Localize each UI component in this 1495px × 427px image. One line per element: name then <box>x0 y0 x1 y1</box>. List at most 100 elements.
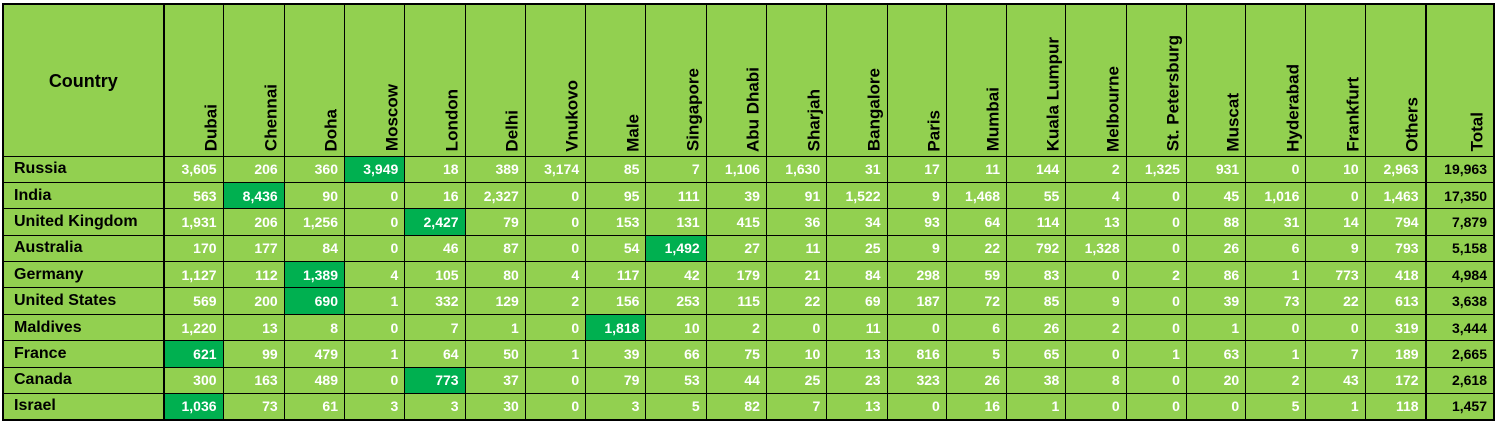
value-cell: 69 <box>826 287 888 315</box>
value-cell: 38 <box>1006 366 1067 395</box>
value-cell: 115 <box>705 287 767 315</box>
country-header-label: Country <box>48 71 118 91</box>
value-cell: 53 <box>645 366 707 395</box>
highlighted-value-cell: 773 <box>404 366 466 395</box>
value-cell: 0 <box>1305 313 1366 342</box>
total-value-cell: 2,665 <box>1424 340 1495 368</box>
value-cell: 613 <box>1364 287 1427 315</box>
table-row: Russia 3,605 206 360 3,949 18 389 3,174 85 7 1,106… <box>2 155 1495 183</box>
value-cell: 3 <box>343 393 406 421</box>
total-value-cell: 3,638 <box>1424 287 1495 315</box>
value-cell: 1,106 <box>705 155 767 183</box>
value-cell: 1,522 <box>826 181 888 210</box>
total-column-header: Total <box>1424 3 1495 157</box>
value-cell: 0 <box>1125 181 1187 210</box>
value-cell: 794 <box>1364 208 1427 236</box>
value-cell: 569 <box>163 287 224 315</box>
value-cell: 2 <box>1065 313 1127 342</box>
value-cell: 1 <box>1125 340 1187 368</box>
value-cell: 2 <box>524 287 587 315</box>
value-cell: 1 <box>524 340 587 368</box>
value-cell: 18 <box>404 155 466 183</box>
total-value-cell: 17,350 <box>1424 181 1495 210</box>
value-cell: 4 <box>524 261 587 289</box>
destination-table: Country Dubai Chennai Doha Moscow London Delh… <box>2 3 1495 421</box>
value-cell: 0 <box>765 313 828 342</box>
value-cell: 11 <box>826 313 888 342</box>
value-cell: 2,327 <box>464 181 526 210</box>
value-cell: 99 <box>222 340 285 368</box>
value-cell: 37 <box>464 366 526 395</box>
value-cell: 22 <box>945 234 1008 263</box>
highlighted-value-cell: 690 <box>283 287 346 315</box>
total-header-label: Total <box>1467 112 1487 152</box>
highlighted-value-cell: 1,036 <box>163 393 224 421</box>
column-header-label: Mumbai <box>983 87 1003 152</box>
row-label-russia: Russia <box>2 155 165 183</box>
value-cell: 42 <box>645 261 707 289</box>
value-cell: 793 <box>1364 234 1427 263</box>
column-header-label: Hyderabad <box>1283 63 1303 152</box>
column-header-label: Vnukovo <box>562 79 582 152</box>
value-cell: 2 <box>1245 366 1307 395</box>
value-cell: 4 <box>1065 181 1127 210</box>
value-cell: 112 <box>222 261 285 289</box>
value-cell: 0 <box>343 366 406 395</box>
value-cell: 9 <box>886 234 947 263</box>
total-value-cell: 1,457 <box>1424 393 1495 421</box>
value-cell: 0 <box>1065 393 1127 421</box>
value-cell: 418 <box>1364 261 1427 289</box>
value-cell: 63 <box>1185 340 1247 368</box>
value-cell: 200 <box>222 287 285 315</box>
value-cell: 1 <box>1245 261 1307 289</box>
value-cell: 5 <box>1245 393 1307 421</box>
column-header-singapore: Singapore <box>645 3 707 157</box>
column-header-delhi: Delhi <box>464 3 526 157</box>
value-cell: 93 <box>886 208 947 236</box>
total-value-cell: 7,879 <box>1424 208 1495 236</box>
column-header-label: Abu Dhabi <box>743 66 763 152</box>
row-label-india: India <box>2 181 165 210</box>
value-cell: 1,256 <box>283 208 346 236</box>
total-value-cell: 4,984 <box>1424 261 1495 289</box>
value-cell: 8 <box>1065 366 1127 395</box>
table-row: Australia 170 177 84 0 46 87 0 54 1,492 27 11 25 9 22 7… <box>2 234 1495 263</box>
table-row: Germany 1,127 112 1,389 4 105 80 4 117 42 179 21 84 2… <box>2 261 1495 289</box>
value-cell: 0 <box>524 393 587 421</box>
value-cell: 298 <box>886 261 947 289</box>
column-header-hyderabad: Hyderabad <box>1245 3 1307 157</box>
value-cell: 16 <box>404 181 466 210</box>
value-cell: 25 <box>765 366 828 395</box>
highlighted-value-cell: 1,818 <box>585 313 647 342</box>
value-cell: 3,605 <box>163 155 224 183</box>
value-cell: 75 <box>705 340 767 368</box>
value-cell: 479 <box>283 340 346 368</box>
column-header-chennai: Chennai <box>222 3 285 157</box>
value-cell: 144 <box>1006 155 1067 183</box>
value-cell: 44 <box>705 366 767 395</box>
value-cell: 1 <box>343 287 406 315</box>
value-cell: 105 <box>404 261 466 289</box>
value-cell: 21 <box>765 261 828 289</box>
value-cell: 39 <box>705 181 767 210</box>
row-label-united-kingdom: United Kingdom <box>2 208 165 236</box>
value-cell: 1 <box>1006 393 1067 421</box>
row-label-maldives: Maldives <box>2 313 165 342</box>
value-cell: 9 <box>886 181 947 210</box>
column-header-bangalore: Bangalore <box>826 3 888 157</box>
value-cell: 0 <box>1125 366 1187 395</box>
value-cell: 31 <box>1245 208 1307 236</box>
highlighted-value-cell: 1,389 <box>283 261 346 289</box>
value-cell: 10 <box>765 340 828 368</box>
value-cell: 2,963 <box>1364 155 1427 183</box>
column-header-others: Others <box>1364 3 1427 157</box>
row-label-israel: Israel <box>2 393 165 421</box>
column-header-label: Dubai <box>201 104 221 152</box>
value-cell: 118 <box>1364 393 1427 421</box>
value-cell: 163 <box>222 366 285 395</box>
column-header-label: Frankfurt <box>1343 76 1363 152</box>
value-cell: 8 <box>283 313 346 342</box>
highlighted-value-cell: 3,949 <box>343 155 406 183</box>
value-cell: 1,931 <box>163 208 224 236</box>
value-cell: 3 <box>404 393 466 421</box>
